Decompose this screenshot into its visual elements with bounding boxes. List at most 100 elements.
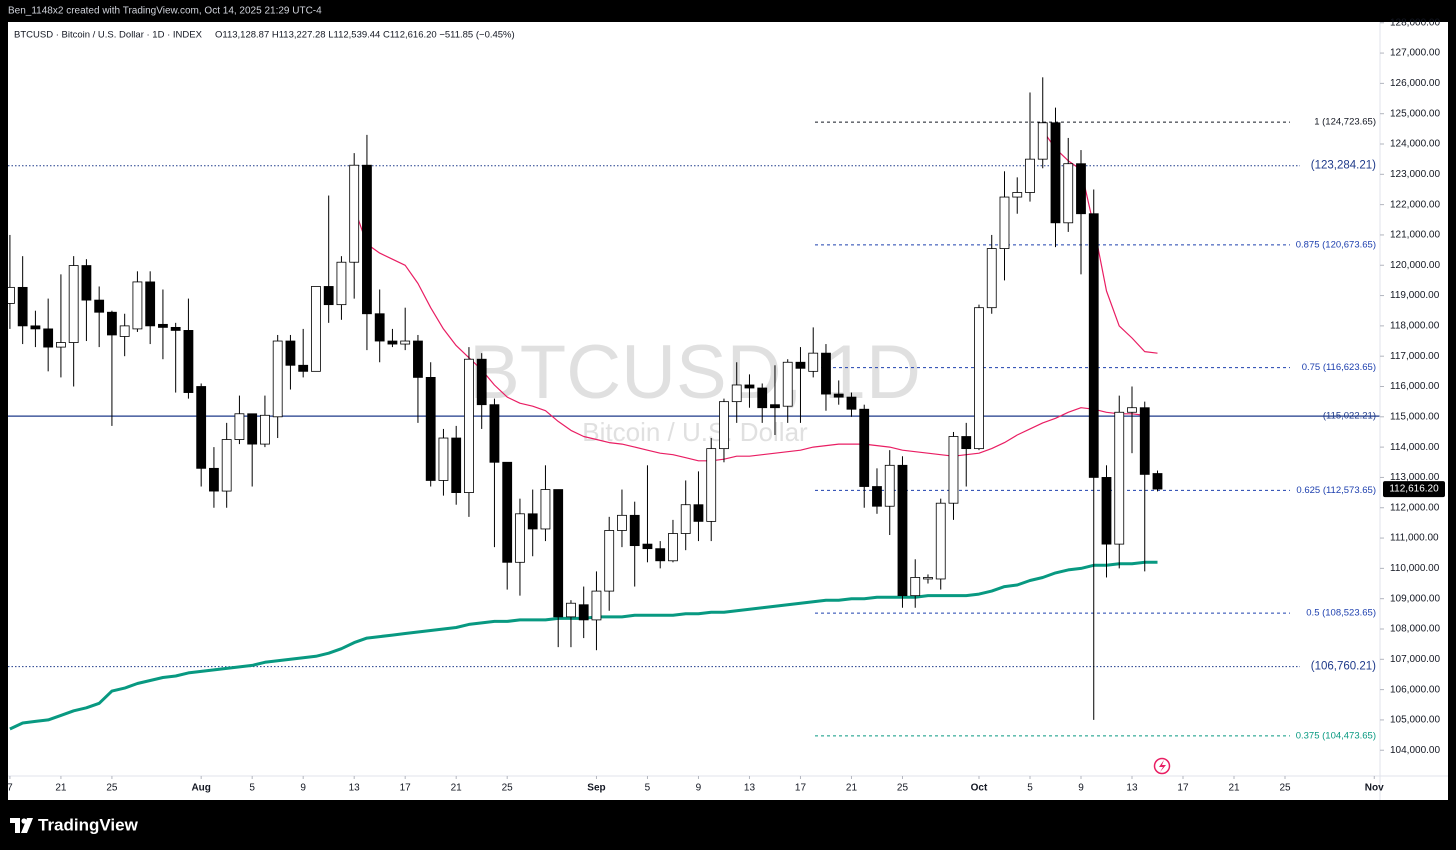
fib-level-label: 0.875 (120,673.65) bbox=[1296, 239, 1376, 250]
x-tick-label: 17 bbox=[1177, 783, 1189, 794]
x-tick-label: 7 bbox=[7, 783, 13, 794]
candle-body bbox=[400, 340, 411, 345]
candle-body bbox=[1114, 411, 1125, 545]
x-tick-label: 5 bbox=[1027, 783, 1033, 794]
top-bar-text: Ben_1148x2 created with TradingView.com,… bbox=[8, 6, 322, 17]
footer-logo-icon bbox=[10, 818, 33, 833]
y-tick-label: 118,000.00 bbox=[1390, 321, 1440, 332]
candle-body bbox=[68, 265, 79, 343]
indicator-line bbox=[1042, 130, 1158, 354]
candle-body bbox=[553, 489, 564, 618]
footer-logo: TradingView bbox=[38, 815, 139, 834]
x-tick-label: 21 bbox=[846, 783, 858, 794]
candle-body bbox=[974, 307, 984, 450]
candle-body bbox=[196, 386, 207, 469]
candle-body bbox=[884, 464, 895, 507]
y-tick-label: 120,000.00 bbox=[1390, 260, 1440, 271]
y-tick-label: 126,000.00 bbox=[1390, 78, 1440, 89]
fib-level-label: 0.375 (104,473.65) bbox=[1296, 730, 1376, 741]
candle-body bbox=[464, 358, 474, 493]
candle-body bbox=[349, 164, 360, 263]
horizontal-line-label: (106,760.21) bbox=[1311, 661, 1376, 673]
candle-body bbox=[1127, 407, 1137, 413]
candle-body bbox=[744, 384, 755, 389]
candle-body bbox=[119, 325, 130, 337]
candle-body bbox=[642, 543, 653, 550]
candle-body bbox=[502, 461, 513, 563]
candle-body bbox=[158, 323, 168, 328]
candle-body bbox=[374, 313, 385, 342]
watermark: BTCUSD, 1D Bitcoin / U.S. Dollar bbox=[469, 330, 921, 447]
last-price-label: 112,616.20 bbox=[1389, 484, 1439, 495]
candle-body bbox=[107, 311, 117, 336]
candle-body bbox=[476, 358, 487, 406]
candle-body bbox=[298, 364, 309, 372]
watermark-description: Bitcoin / U.S. Dollar bbox=[582, 417, 808, 447]
symbol-info: BTCUSD · Bitcoin / U.S. Dollar · 1D · IN… bbox=[14, 30, 203, 41]
candle-body bbox=[961, 436, 972, 450]
fib-level-label: 1 (124,723.65) bbox=[1314, 117, 1376, 128]
alert-icon bbox=[1153, 757, 1171, 775]
candle-body bbox=[1050, 122, 1061, 224]
candle-body bbox=[566, 602, 576, 618]
x-tick-label: 13 bbox=[349, 783, 361, 794]
candle-body bbox=[438, 437, 449, 481]
candle-body bbox=[999, 196, 1010, 249]
candle-body bbox=[170, 326, 181, 331]
y-tick-label: 122,000.00 bbox=[1390, 199, 1440, 210]
horizontal-line-label: (123,284.21) bbox=[1311, 160, 1376, 172]
candle-body bbox=[604, 530, 615, 592]
candle-body bbox=[260, 414, 270, 445]
candle-body bbox=[693, 504, 704, 522]
candle-body bbox=[923, 577, 933, 580]
candle-body bbox=[425, 377, 436, 481]
x-tick-label: Sep bbox=[587, 783, 605, 794]
ohlc-info: O113,128.87 H113,227.28 L112,539.44 C112… bbox=[215, 30, 515, 41]
candle-body bbox=[808, 352, 819, 372]
x-tick-label: 9 bbox=[300, 783, 306, 794]
candle-body bbox=[145, 281, 156, 327]
x-tick-label: 21 bbox=[55, 783, 67, 794]
candle-body bbox=[706, 448, 717, 522]
candle-body bbox=[247, 413, 258, 445]
fib-level-label: 0.75 (116,623.65) bbox=[1302, 362, 1376, 373]
y-tick-label: 113,000.00 bbox=[1390, 472, 1440, 483]
y-tick-label: 111,000.00 bbox=[1390, 533, 1439, 544]
last-price-tag bbox=[1383, 481, 1445, 498]
x-tick-label: 5 bbox=[249, 783, 255, 794]
x-tick-label: 9 bbox=[696, 783, 702, 794]
candle-body bbox=[782, 361, 793, 407]
candle-body bbox=[489, 404, 500, 463]
candle-body bbox=[209, 467, 219, 492]
candle-body bbox=[183, 330, 194, 393]
candle-body bbox=[680, 504, 691, 534]
y-tick-label: 114,000.00 bbox=[1390, 442, 1440, 453]
candle-body bbox=[17, 286, 28, 327]
candle-body bbox=[540, 489, 551, 530]
candle-body bbox=[56, 342, 66, 348]
y-tick-label: 127,000.00 bbox=[1390, 48, 1440, 59]
y-tick-label: 123,000.00 bbox=[1390, 169, 1440, 180]
y-tick-label: 128,000.00 bbox=[1390, 17, 1440, 28]
y-tick-label: 110,000.00 bbox=[1390, 563, 1440, 574]
candle-body bbox=[731, 384, 742, 403]
y-tick-label: 125,000.00 bbox=[1390, 108, 1440, 119]
candle-body bbox=[910, 577, 921, 597]
y-tick-label: 109,000.00 bbox=[1390, 593, 1440, 604]
candle-body bbox=[1152, 473, 1163, 490]
fib-level-label: 0.625 (112,573.65) bbox=[1296, 485, 1376, 496]
y-tick-label: 121,000.00 bbox=[1390, 230, 1440, 241]
candle-body bbox=[30, 325, 41, 330]
x-tick-label: 9 bbox=[1078, 783, 1084, 794]
candle-body bbox=[948, 436, 959, 504]
candle-body bbox=[8, 286, 15, 304]
x-tick-label: 25 bbox=[502, 783, 514, 794]
y-tick-label: 124,000.00 bbox=[1390, 139, 1440, 150]
candle-body bbox=[1088, 213, 1099, 478]
x-tick-label: 13 bbox=[1126, 783, 1138, 794]
candle-body bbox=[591, 590, 602, 621]
candle-body bbox=[413, 340, 423, 378]
y-tick-label: 115,000.00 bbox=[1390, 411, 1440, 422]
y-tick-label: 107,000.00 bbox=[1390, 654, 1440, 665]
candle-body bbox=[43, 328, 54, 348]
